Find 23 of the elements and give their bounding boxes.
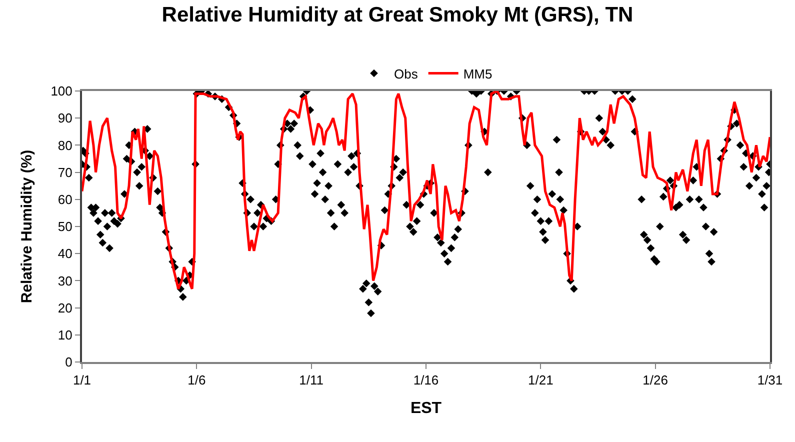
y-tick-label: 10 [58, 327, 72, 342]
legend-label: MM5 [463, 66, 492, 82]
y-tick-label: 100 [50, 84, 72, 99]
y-tick-label: 40 [58, 246, 72, 262]
x-tick-label: 1/1 [72, 372, 92, 388]
y-tick-label: 20 [58, 300, 72, 316]
y-axis-title: Relative Humidity (%) [18, 150, 36, 304]
y-tick-label: 30 [58, 273, 72, 288]
chart-title: Relative Humidity at Great Smoky Mt (GRS), TN [162, 3, 634, 26]
x-tick-label: 1/16 [413, 372, 439, 388]
y-tick-label: 70 [58, 164, 72, 180]
y-tick-label: 0 [65, 354, 72, 370]
y-tick-label: 50 [58, 219, 72, 234]
x-tick-label: 1/21 [528, 372, 554, 388]
y-tick-label: 60 [58, 192, 72, 207]
x-tick-label: 1/6 [188, 372, 206, 388]
legend-label: Obs [394, 66, 418, 82]
x-tick-label: 1/26 [642, 372, 668, 388]
y-tick-label: 90 [58, 110, 72, 126]
x-tick-label: 1/31 [757, 372, 783, 388]
x-tick-label: 1/11 [299, 372, 324, 388]
x-axis-title: EST [410, 400, 442, 417]
y-tick-label: 80 [58, 138, 72, 153]
